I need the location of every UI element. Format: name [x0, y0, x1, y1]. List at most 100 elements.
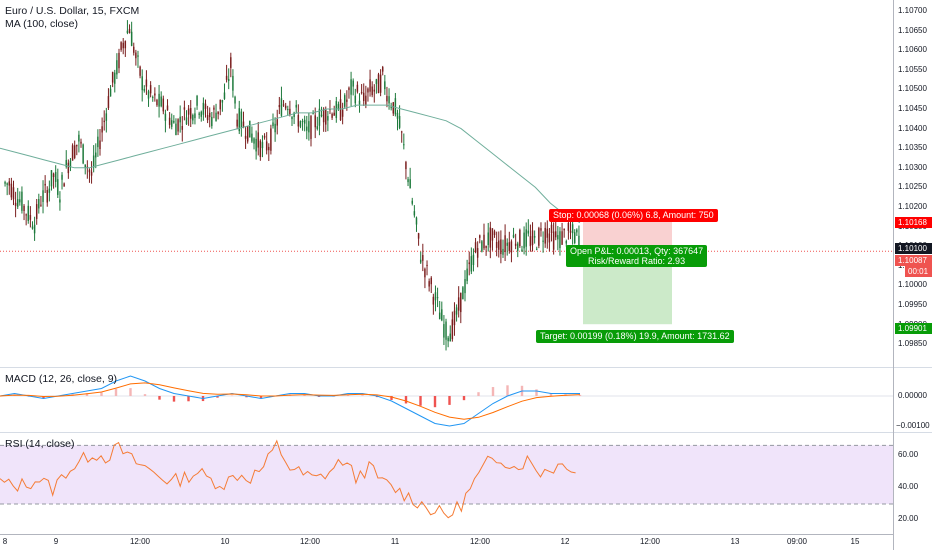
pnl-box[interactable]: Open P&L: 0.00013, Qty: 367647 Risk/Rewa… [566, 245, 708, 267]
candle-body [538, 228, 540, 246]
macd-tick: −0.00100 [896, 421, 930, 430]
candle-body [147, 91, 150, 99]
candle-body [181, 125, 184, 130]
candle-body [46, 190, 48, 203]
macd-pane[interactable]: MACD (12, 26, close, 9) [0, 368, 932, 432]
candle-body [561, 231, 563, 245]
candle-body [31, 226, 34, 229]
candle-body [531, 230, 534, 245]
ma-legend[interactable]: MA (100, close) [5, 18, 78, 30]
macd-chart[interactable] [0, 368, 893, 432]
candle-body [116, 60, 118, 75]
pane-divider[interactable] [0, 432, 932, 433]
candle-body [375, 79, 378, 84]
price-tick: 1.10700 [898, 6, 927, 15]
candle-body [493, 231, 496, 236]
candle-body [554, 231, 557, 238]
candle-body [183, 107, 186, 110]
pane-divider[interactable] [0, 367, 932, 368]
candle-body [495, 241, 498, 248]
candle-body [137, 55, 139, 57]
candle-body [185, 117, 188, 125]
rsi-label[interactable]: RSI (14, close) [5, 438, 75, 450]
candle-body [398, 116, 401, 128]
candle-body [99, 140, 101, 150]
candle-body [40, 204, 42, 206]
candle-body [95, 152, 97, 158]
candle-body [29, 215, 32, 220]
candle-body [443, 324, 445, 338]
candle-body [576, 229, 578, 233]
candle-body [261, 142, 264, 149]
candle-body [333, 112, 335, 116]
candle-body [479, 235, 481, 238]
rsi-chart[interactable] [0, 433, 893, 534]
candle-body [428, 281, 430, 287]
macd-histogram-bar [230, 395, 234, 397]
time-axis[interactable] [0, 534, 893, 551]
macd-histogram-bar [245, 396, 248, 398]
candle-body [263, 135, 266, 138]
time-tick: 12:00 [469, 537, 491, 546]
price-pane[interactable]: Euro / U.S. Dollar, 15, FXCM MA (100, cl… [0, 0, 932, 367]
symbol-title[interactable]: Euro / U.S. Dollar, 15, FXCM [5, 5, 140, 17]
candle-body [453, 310, 456, 326]
candle-body [50, 170, 53, 187]
candle-body [251, 133, 253, 142]
price-tick: 1.10350 [898, 143, 927, 153]
candle-body [234, 96, 236, 104]
candle-body [198, 113, 200, 115]
price-tick: 1.10250 [898, 182, 927, 192]
candle-body [21, 191, 23, 211]
candle-body [238, 108, 240, 132]
rsi-tick: 20.00 [898, 514, 919, 523]
candle-body [303, 119, 306, 124]
candle-body [272, 122, 274, 127]
candle-body [312, 113, 314, 115]
rsi-pane[interactable]: RSI (14, close) [0, 433, 932, 534]
candle-body [295, 104, 297, 108]
macd-histogram-bar [187, 396, 190, 402]
candle-body [462, 287, 464, 300]
macd-histogram-bar [259, 396, 263, 399]
candle-body [105, 113, 108, 121]
candle-body [170, 120, 173, 127]
candle-body [293, 112, 295, 117]
price-chart[interactable] [0, 0, 893, 367]
candle-body [381, 67, 384, 72]
candle-body [415, 217, 418, 225]
candle-body [322, 108, 325, 123]
macd-histogram-bar [549, 393, 553, 396]
target-label[interactable]: Target: 0.00199 (0.18%) 19.9, Amount: 17… [536, 330, 734, 343]
candle-body [202, 102, 205, 115]
candle-body [122, 42, 124, 49]
candle-body [519, 229, 521, 247]
candle-body [128, 28, 131, 34]
candle-body [542, 240, 544, 242]
macd-histogram-bar [535, 389, 538, 396]
macd-histogram-bar [477, 392, 480, 396]
candle-body [187, 108, 190, 115]
candle-body [227, 79, 230, 82]
price-axis[interactable] [893, 0, 932, 550]
candle-body [436, 297, 439, 299]
candle-body [177, 119, 179, 132]
candle-body [297, 115, 300, 127]
time-tick: 12:00 [299, 537, 321, 546]
candle-body [130, 31, 133, 46]
candle-body [388, 96, 390, 104]
candle-body [552, 231, 555, 250]
candle-body [257, 132, 259, 148]
pnl-label: Open P&L: 0.00013, Qty: 367647 [570, 246, 704, 256]
candle-body [369, 79, 371, 92]
stop-zone [583, 219, 672, 247]
stop-label[interactable]: Stop: 0.00068 (0.06%) 6.8, Amount: 750 [549, 209, 718, 222]
candle-body [225, 75, 228, 80]
candle-body [354, 95, 357, 104]
candle-body [384, 81, 386, 90]
candle-body [192, 114, 194, 121]
candle-body [371, 86, 373, 96]
candle-body [274, 123, 276, 133]
candle-body [310, 116, 312, 139]
macd-label[interactable]: MACD (12, 26, close, 9) [5, 373, 118, 385]
